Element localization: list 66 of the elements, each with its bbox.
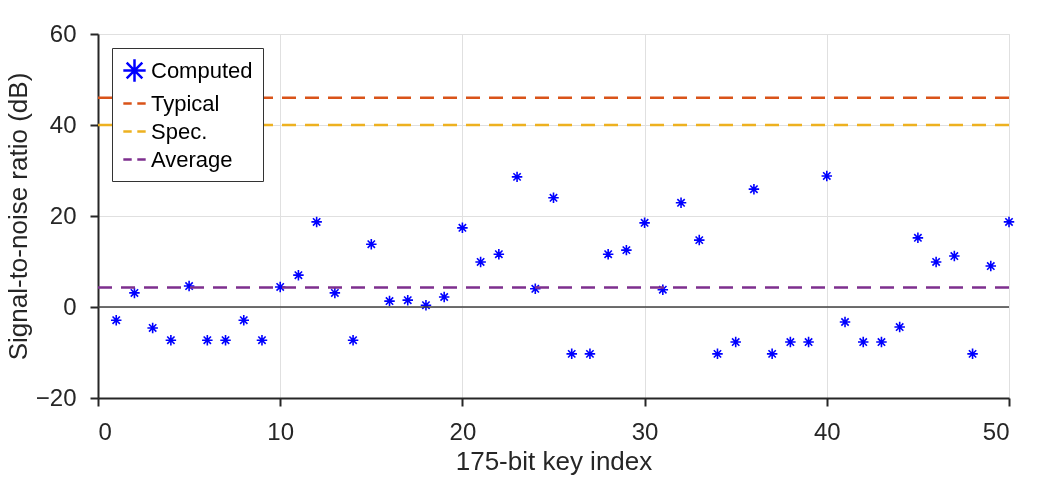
point bbox=[529, 282, 542, 295]
y-tick-label: 60 bbox=[49, 19, 77, 47]
point bbox=[820, 169, 833, 182]
point bbox=[146, 321, 159, 334]
point bbox=[930, 255, 943, 268]
point bbox=[456, 221, 469, 234]
point bbox=[219, 334, 232, 347]
x-tick-label: 20 bbox=[449, 417, 477, 445]
point bbox=[729, 335, 742, 349]
point bbox=[711, 347, 724, 360]
x-tick-label: 50 bbox=[982, 417, 1010, 445]
point bbox=[183, 280, 196, 293]
point bbox=[693, 234, 706, 247]
point bbox=[875, 335, 888, 349]
point bbox=[638, 216, 651, 229]
ref-line-label: Typical bbox=[151, 90, 220, 116]
x-tick-label: 40 bbox=[813, 417, 841, 445]
point bbox=[255, 334, 269, 347]
point bbox=[747, 183, 760, 196]
point bbox=[984, 260, 997, 273]
point bbox=[237, 314, 250, 327]
point bbox=[893, 320, 906, 334]
point bbox=[602, 248, 615, 261]
point bbox=[401, 294, 414, 307]
point bbox=[948, 250, 961, 263]
x-tick-label: 30 bbox=[631, 417, 659, 445]
point bbox=[838, 315, 852, 329]
point bbox=[128, 286, 141, 299]
point bbox=[911, 231, 924, 244]
point bbox=[419, 299, 432, 312]
point bbox=[565, 347, 578, 360]
point bbox=[966, 347, 979, 360]
point bbox=[347, 334, 360, 347]
y-tick-label: −20 bbox=[35, 383, 77, 411]
legend-label: Average bbox=[151, 146, 233, 172]
point bbox=[766, 347, 779, 360]
x-tick-label: 10 bbox=[267, 417, 295, 445]
x-axis-title: 175-bit key index bbox=[455, 445, 653, 476]
point bbox=[438, 290, 451, 304]
point bbox=[547, 191, 560, 204]
y-tick-label: 0 bbox=[63, 292, 77, 320]
point bbox=[802, 335, 815, 349]
y-tick-label: 20 bbox=[49, 201, 77, 229]
point bbox=[675, 196, 688, 209]
point bbox=[310, 215, 323, 228]
point bbox=[583, 347, 596, 360]
y-axis-title: Signal-to-noise ratio (dB) bbox=[2, 72, 33, 361]
point bbox=[620, 244, 633, 257]
point bbox=[365, 238, 378, 251]
point bbox=[164, 334, 177, 347]
point bbox=[110, 314, 123, 327]
point bbox=[656, 283, 669, 296]
point bbox=[474, 255, 487, 268]
point bbox=[292, 269, 305, 282]
point bbox=[857, 335, 870, 349]
point bbox=[201, 334, 214, 347]
point bbox=[511, 170, 524, 183]
point bbox=[784, 335, 797, 349]
y-tick-label: 40 bbox=[49, 110, 77, 138]
ref-line-label: Spec. bbox=[151, 118, 208, 144]
point bbox=[492, 248, 505, 261]
legend-label: Computed bbox=[151, 57, 253, 83]
x-tick-label: 0 bbox=[98, 417, 112, 445]
point bbox=[274, 280, 287, 294]
point bbox=[1002, 215, 1016, 228]
point bbox=[383, 295, 396, 308]
